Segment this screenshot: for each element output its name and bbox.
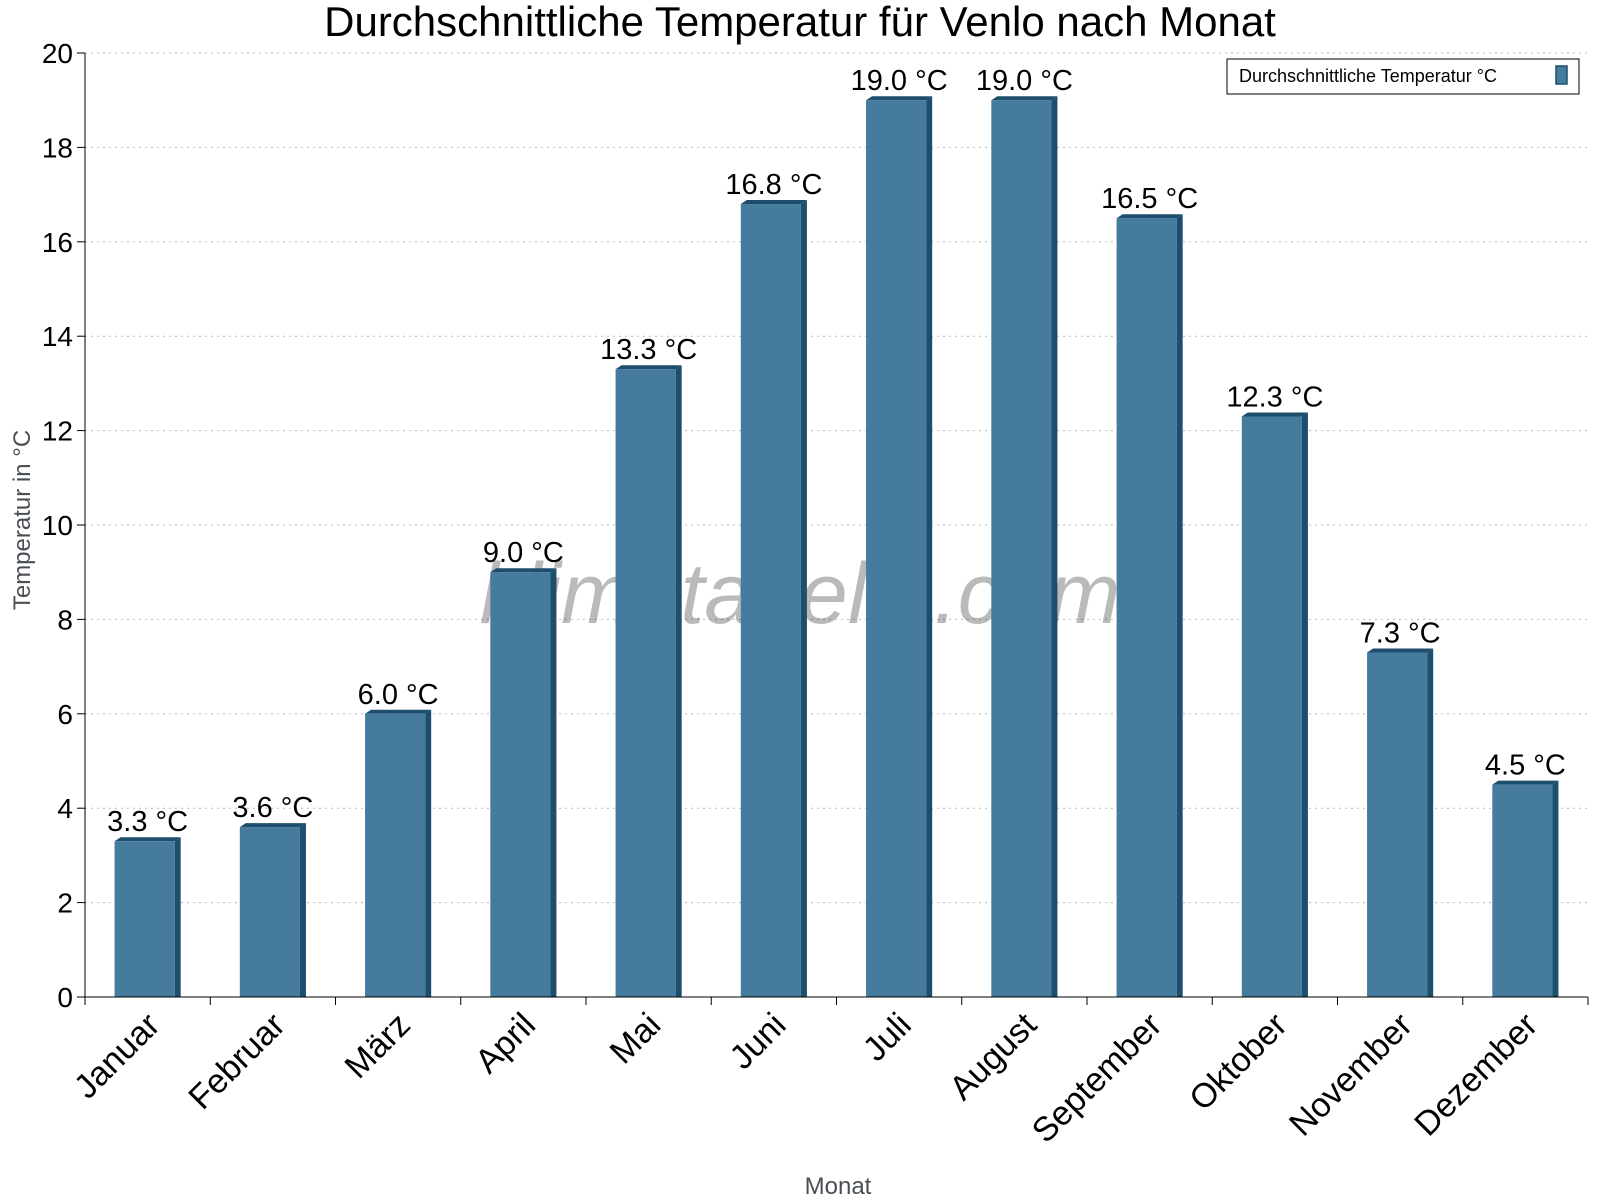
bar-top [1116,214,1183,219]
bar-side [1051,96,1058,997]
y-tick-label: 8 [57,604,73,635]
x-tick-label: Januar [67,1006,167,1106]
bar-front [239,827,300,997]
bar-top [1492,780,1559,785]
value-labels: 3.3 °C 3.6 °C 6.0 °C 9.0 °C 13.3 °C 16.8 °C 19… [107,65,1566,838]
bar-value-label: 6.0 °C [358,679,439,711]
bar-märz [365,709,432,997]
bar-front [615,369,676,997]
y-tick-label: 4 [57,793,73,824]
bar-april [490,568,557,997]
bar-top [365,709,432,714]
y-tick-label: 18 [42,132,73,163]
bar-side [299,823,306,997]
bar-front [740,204,801,998]
bar-top [1367,648,1434,653]
bar-value-label: 9.0 °C [483,537,564,569]
x-tick-label: März [337,1006,417,1086]
x-tick-label: Dezember [1407,1006,1545,1144]
y-tick-label: 2 [57,888,73,919]
x-axis-title: Monat [805,1173,872,1200]
bar-front [365,713,426,997]
bar-februar [239,823,306,997]
bar-side [675,365,682,997]
bar-side [1552,780,1559,997]
y-tick-label: 20 [42,38,73,69]
bar-september [1116,214,1183,997]
y-tick-label: 14 [42,321,73,352]
bar-front [1116,218,1177,997]
bar-top [740,200,807,205]
bar-side [550,568,557,997]
bar-top [239,823,306,828]
legend-box [1226,58,1580,95]
bar-side [174,837,181,997]
bar-value-label: 16.8 °C [725,169,822,201]
x-tick-label: August [942,1005,1044,1107]
bar-front [1367,652,1428,997]
bar-value-label: 3.6 °C [232,792,313,824]
x-tick-label: Oktober [1182,1006,1294,1118]
bar-top [991,96,1058,101]
bar-dezember [1492,780,1559,997]
bar-side [425,709,432,997]
bar-front [991,100,1052,997]
bar-value-label: 19.0 °C [976,65,1073,97]
x-tick-label: November [1282,1006,1420,1144]
x-tick-label: Mai [603,1006,669,1072]
bars [114,96,1559,998]
bar-top [866,96,933,101]
bar-mai [615,365,682,997]
x-tick-label: September [1025,1006,1169,1150]
legend-label: Durchschnittliche Temperatur °C [1239,66,1497,86]
x-tick-label: Februar [181,1006,292,1117]
bar-side [1301,412,1308,997]
bar-august [991,96,1058,997]
bar-side [926,96,933,997]
bar-front [114,841,175,997]
bar-value-label: 3.3 °C [107,806,188,838]
bar-top [1241,412,1308,417]
bar-side [1427,648,1434,997]
bar-juli [866,96,933,997]
bar-value-label: 12.3 °C [1226,381,1323,413]
x-tick-label: Juli [856,1006,919,1069]
y-tick-label: 6 [57,699,73,730]
y-tick-label: 12 [42,416,73,447]
x-tick-label: Juni [723,1006,794,1077]
legend-swatch [1555,65,1568,85]
bar-value-label: 7.3 °C [1360,617,1441,649]
chart-title: Durchschnittliche Temperatur für Venlo n… [324,0,1276,45]
bar-front [1241,416,1302,997]
x-tick-label: April [468,1006,543,1081]
bar-value-label: 19.0 °C [851,65,948,97]
y-tick-label: 16 [42,227,73,258]
bar-value-label: 16.5 °C [1101,183,1198,215]
y-axis-title: Temperatur in °C [9,430,36,610]
bar-top [490,568,557,573]
y-tick-label: 0 [57,982,73,1013]
bar-side [1176,214,1183,997]
bar-side [800,200,807,998]
bar-front [490,572,551,997]
bar-front [1492,784,1553,997]
legend: Durchschnittliche Temperatur °C [1226,58,1580,95]
bar-value-label: 13.3 °C [600,334,697,366]
bar-top [615,365,682,370]
bar-front [866,100,927,997]
bar-oktober [1241,412,1308,997]
bar-top [114,837,181,842]
grid-lines [85,52,1588,904]
bar-november [1367,648,1434,997]
bar-value-label: 4.5 °C [1485,750,1566,782]
bar-juni [740,200,807,998]
bar-januar [114,837,181,997]
y-tick-label: 10 [42,510,73,541]
